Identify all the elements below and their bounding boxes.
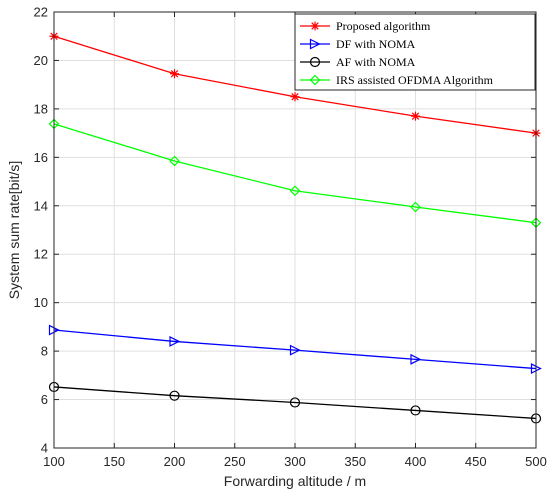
legend-label: AF with NOMA [336, 55, 416, 69]
y-tick-labels: 4 6 8 10 12 14 16 18 20 22 [34, 5, 48, 456]
data-point [410, 201, 421, 213]
data-point [411, 111, 420, 121]
data-point [289, 185, 301, 197]
series-line [53, 329, 537, 370]
data-point [170, 69, 179, 79]
legend-marker [310, 21, 320, 31]
x-tick-label: 450 [465, 454, 487, 469]
y-tick-label: 18 [34, 101, 48, 116]
data-point [169, 335, 181, 347]
legend-entry: IRS assisted OFDMA Algorithm [300, 73, 494, 87]
legend-label: DF with NOMA [336, 37, 416, 51]
legend-entry: Proposed algorithm [300, 19, 431, 33]
x-axis-label: Forwarding altitude / m [224, 473, 366, 489]
y-tick-label: 14 [34, 198, 48, 213]
legend-marker [309, 56, 321, 68]
x-tick-label: 250 [224, 454, 246, 469]
data-point [169, 155, 180, 167]
series-line [53, 386, 537, 420]
y-tick-label: 22 [34, 5, 48, 20]
legend-box [294, 13, 536, 91]
legend-entry: DF with NOMA [300, 37, 416, 51]
data-point [290, 92, 300, 102]
y-tick-label: 16 [34, 150, 48, 165]
legend-label: IRS assisted OFDMA Algorithm [336, 73, 494, 87]
y-tick-label: 4 [41, 441, 48, 456]
y-tick-label: 8 [41, 344, 48, 359]
legend-label: Proposed algorithm [336, 19, 431, 33]
legend: Proposed algorithm DF with NOMA AF with NO… [294, 13, 536, 91]
x-tick-label: 150 [103, 454, 125, 469]
legend-entry: AF with NOMA [300, 55, 416, 69]
x-tick-label: 200 [164, 454, 186, 469]
x-tick-labels: 100 150 200 250 300 350 400 450 500 [43, 454, 547, 469]
y-tick-label: 20 [34, 53, 48, 68]
x-tick-label: 350 [344, 454, 366, 469]
y-tick-label: 12 [34, 247, 48, 262]
x-tick-label: 100 [43, 454, 65, 469]
x-tick-label: 400 [405, 454, 427, 469]
series-line [53, 123, 537, 224]
y-tick-label: 6 [41, 392, 48, 407]
data-point [410, 353, 422, 365]
legend-marker [309, 74, 321, 86]
data-point [169, 390, 180, 401]
y-axis-label: System sum rate[bit/s] [6, 161, 22, 299]
data-point [289, 397, 301, 408]
data-point [410, 405, 421, 416]
y-tick-label: 10 [34, 295, 48, 310]
legend-marker [309, 38, 321, 50]
data-point [289, 344, 301, 356]
x-tick-label: 500 [525, 454, 547, 469]
x-tick-label: 300 [284, 454, 306, 469]
